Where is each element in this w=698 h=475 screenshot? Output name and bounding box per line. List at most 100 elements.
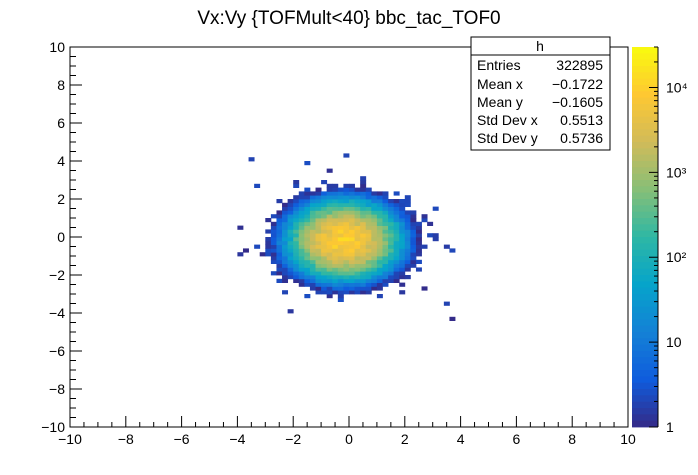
heatmap-cell bbox=[276, 221, 283, 226]
heatmap-cell bbox=[393, 225, 400, 230]
heatmap-cell bbox=[282, 210, 289, 215]
heatmap-cell bbox=[315, 195, 322, 200]
heatmap-cell bbox=[298, 229, 305, 234]
heatmap-cell bbox=[388, 214, 395, 219]
heatmap-cell bbox=[332, 278, 339, 283]
heatmap-cell bbox=[309, 248, 316, 253]
heatmap-cell bbox=[282, 271, 289, 276]
y-tick-label: −4 bbox=[49, 305, 65, 321]
heatmap-cell bbox=[360, 275, 367, 280]
heatmap-cell bbox=[399, 240, 406, 245]
heatmap-cell bbox=[293, 202, 300, 207]
heatmap-cell bbox=[321, 229, 328, 234]
heatmap-cell bbox=[399, 221, 406, 226]
heatmap-cell bbox=[360, 191, 367, 196]
heatmap-cell bbox=[404, 240, 411, 245]
heatmap-cell bbox=[293, 244, 300, 249]
heatmap-cell bbox=[343, 183, 350, 188]
heatmap-cell bbox=[293, 248, 300, 253]
heatmap-cell bbox=[354, 214, 361, 219]
x-tick-label: 6 bbox=[513, 431, 521, 447]
heatmap-cell bbox=[360, 183, 367, 188]
heatmap-cell bbox=[393, 275, 400, 280]
color-scale-segment bbox=[632, 287, 658, 295]
heatmap-cell bbox=[349, 202, 355, 207]
heatmap-cell bbox=[309, 237, 316, 242]
heatmap-cell bbox=[337, 225, 344, 230]
heatmap-cell bbox=[321, 263, 328, 268]
stats-label-entries: Entries bbox=[477, 57, 521, 73]
heatmap-cell bbox=[410, 225, 417, 230]
heatmap-cell bbox=[315, 267, 322, 272]
heatmap-cell bbox=[265, 240, 272, 245]
heatmap-cell bbox=[443, 244, 450, 249]
heatmap-cell bbox=[270, 244, 277, 249]
heatmap-cell bbox=[293, 183, 300, 188]
heatmap-cell bbox=[276, 263, 283, 268]
color-scale-segment bbox=[632, 281, 658, 289]
heatmap-cell bbox=[326, 206, 333, 211]
heatmap-cell bbox=[349, 206, 355, 211]
heatmap-cell bbox=[365, 202, 372, 207]
heatmap-cell bbox=[304, 256, 311, 261]
heatmap-cell bbox=[393, 263, 400, 268]
heatmap-cell bbox=[382, 225, 389, 230]
heatmap-cell bbox=[410, 248, 417, 253]
color-scale-segment bbox=[632, 300, 658, 308]
color-scale-segment bbox=[632, 199, 658, 206]
heatmap-cell bbox=[309, 202, 316, 207]
heatmap-cell bbox=[382, 199, 389, 204]
heatmap-cell bbox=[332, 195, 339, 200]
heatmap-cell bbox=[399, 210, 406, 215]
heatmap-cell bbox=[265, 237, 272, 242]
heatmap-cell bbox=[393, 210, 400, 215]
x-tick-label: −4 bbox=[229, 431, 245, 447]
heatmap-cell bbox=[404, 256, 411, 261]
heatmap-cell bbox=[382, 282, 389, 287]
heatmap-cell bbox=[376, 233, 383, 238]
heatmap-cell bbox=[360, 206, 367, 211]
heatmap-cell bbox=[393, 199, 400, 204]
color-scale-segment bbox=[632, 142, 658, 149]
heatmap-cell bbox=[287, 244, 294, 249]
heatmap-cell bbox=[415, 267, 422, 272]
heatmap-cell bbox=[326, 218, 333, 223]
heatmap-cell bbox=[393, 221, 400, 226]
stats-value-mean-x: −0.1722 bbox=[552, 76, 603, 92]
heatmap-cell bbox=[371, 202, 378, 207]
heatmap-cell bbox=[404, 218, 411, 223]
heatmap-cell bbox=[337, 214, 344, 219]
heatmap-cell bbox=[371, 252, 378, 257]
heatmap-cell bbox=[287, 271, 294, 276]
heatmap-cell bbox=[360, 256, 367, 261]
heatmap-cell bbox=[415, 252, 422, 257]
heatmap-cell bbox=[449, 248, 456, 253]
heatmap-cell bbox=[337, 199, 344, 204]
heatmap-cell bbox=[415, 240, 422, 245]
heatmap-cell bbox=[326, 282, 333, 287]
heatmap-cell bbox=[321, 286, 328, 291]
heatmap-cell bbox=[326, 195, 333, 200]
heatmap-cell bbox=[393, 271, 400, 276]
heatmap-cell bbox=[360, 210, 367, 215]
heatmap-cell bbox=[265, 229, 272, 234]
heatmap-cell bbox=[270, 240, 277, 245]
heatmap-cell bbox=[343, 225, 350, 230]
heatmap-cell bbox=[293, 275, 300, 280]
heatmap-cell bbox=[354, 286, 361, 291]
heatmap-cell bbox=[343, 199, 350, 204]
heatmap-cell bbox=[365, 206, 372, 211]
heatmap-cell bbox=[326, 259, 333, 264]
heatmap-cell bbox=[354, 256, 361, 261]
color-scale-segment bbox=[632, 205, 658, 213]
heatmap-cell bbox=[337, 248, 344, 253]
color-scale-segment bbox=[632, 53, 658, 61]
x-axis: −10 −8 −6 −4 −2 0 2 4 6 8 10 bbox=[58, 416, 636, 447]
color-scale-segment bbox=[632, 357, 658, 365]
heatmap-cell bbox=[399, 214, 406, 219]
heatmap-cell bbox=[309, 210, 316, 215]
heatmap-cell bbox=[365, 233, 372, 238]
heatmap-cell bbox=[254, 183, 261, 188]
heatmap-cell bbox=[365, 275, 372, 280]
heatmap-cell bbox=[415, 225, 422, 230]
